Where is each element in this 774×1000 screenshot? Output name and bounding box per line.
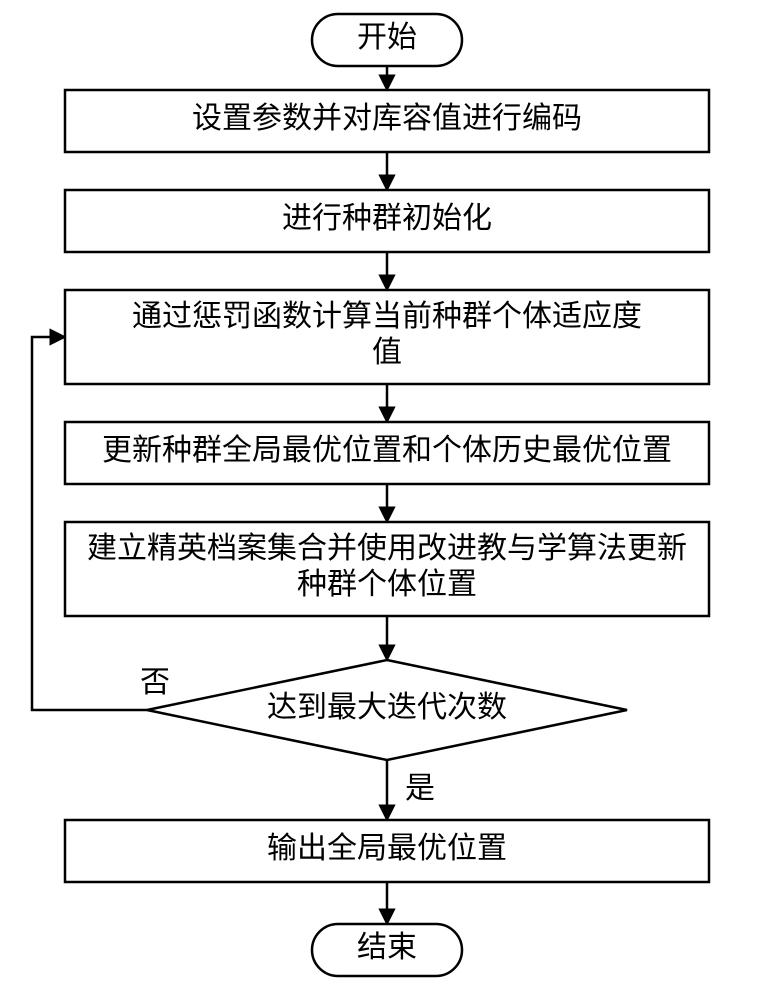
- node-start-label: 开始: [357, 21, 417, 54]
- node-step2: 进行种群初始化: [65, 190, 709, 252]
- node-step4: 更新种群全局最优位置和个体历史最优位置: [65, 422, 709, 484]
- node-step1-label: 设置参数并对库容值进行编码: [192, 102, 582, 135]
- node-step6-label: 输出全局最优位置: [267, 832, 507, 865]
- node-step6: 输出全局最优位置: [65, 820, 709, 882]
- node-end-label: 结束: [357, 931, 417, 964]
- node-end: 结束: [312, 924, 462, 976]
- node-step4-label: 更新种群全局最优位置和个体历史最优位置: [102, 434, 672, 467]
- node-step3: 通过惩罚函数计算当前种群个体适应度值: [65, 290, 709, 384]
- node-decision: 达到最大迭代次数: [147, 660, 627, 760]
- node-step1: 设置参数并对库容值进行编码: [65, 90, 709, 152]
- node-step5: 建立精英档案集合并使用改进教与学算法更新种群个体位置: [65, 522, 709, 616]
- edge-label-decision-step6: 是: [405, 772, 435, 805]
- node-decision-label: 达到最大迭代次数: [267, 691, 507, 724]
- node-start: 开始: [312, 14, 462, 66]
- node-step2-label: 进行种群初始化: [282, 202, 492, 235]
- edge-label-decision-step3: 否: [140, 666, 170, 699]
